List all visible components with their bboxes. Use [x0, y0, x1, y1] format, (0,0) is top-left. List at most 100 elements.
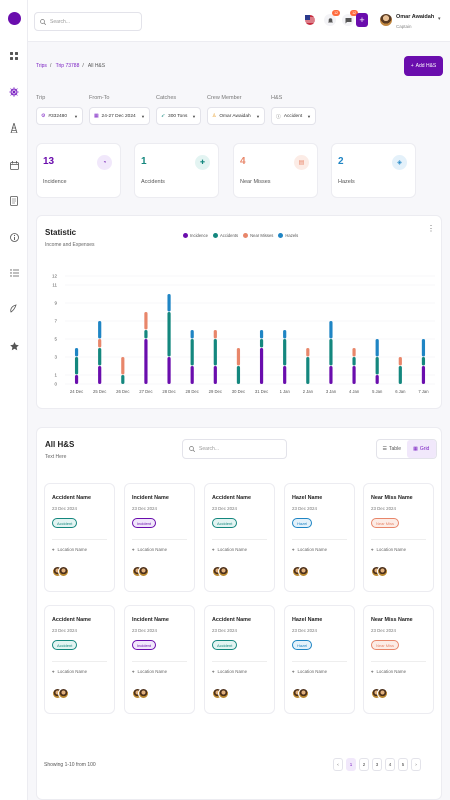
- search-input[interactable]: Search...: [34, 12, 142, 31]
- fish-nav-icon[interactable]: [6, 301, 22, 317]
- breadcrumb-trips[interactable]: Trips: [36, 63, 47, 69]
- location-name: Location Name: [297, 547, 328, 552]
- page-button[interactable]: 3: [372, 758, 382, 771]
- card-avatars[interactable]: [132, 688, 149, 705]
- list-title: All H&S: [45, 440, 75, 449]
- calendar-nav-icon[interactable]: [6, 157, 22, 173]
- plus-icon: +: [410, 63, 414, 69]
- filter-catches-select[interactable]: ➶ 300 Tons ▼: [156, 107, 201, 125]
- location-name: Location Name: [57, 547, 88, 552]
- hs-card[interactable]: Accident Name 23 Dec 2024 Accident ⌖ Locatio…: [204, 605, 275, 714]
- card-type-tag: Accident: [52, 518, 78, 528]
- card-avatars[interactable]: [212, 688, 229, 705]
- view-table-button[interactable]: ☰ Table: [377, 440, 407, 458]
- add-hs-button[interactable]: + Add H&S: [404, 56, 443, 76]
- card-type-tag: Incident: [132, 518, 157, 528]
- stat-card-accidents[interactable]: 1 Accidents ✚: [134, 143, 219, 198]
- tower-icon[interactable]: [6, 120, 22, 136]
- page-button[interactable]: 2: [359, 758, 369, 771]
- legend-near-misses[interactable]: Near Misses: [243, 233, 273, 238]
- hs-card[interactable]: Incident Name 23 Dec 2024 Incident ⌖ Locatio…: [124, 483, 195, 592]
- notification-badge: 12: [332, 10, 340, 16]
- filter-date-select[interactable]: ▦ 24-27 Dec 2024 ▼: [89, 107, 150, 125]
- hs-card[interactable]: Incident Name 23 Dec 2024 Incident ⌖ Locatio…: [124, 605, 195, 714]
- bar-segment: [329, 339, 333, 366]
- legend-hazels[interactable]: Hazels: [278, 233, 298, 238]
- bar-segment: [144, 330, 148, 339]
- hs-card[interactable]: Near Miss Name 23 Dec 2024 Near Miss ⌖ Locat…: [363, 605, 434, 714]
- card-avatars[interactable]: [52, 688, 69, 705]
- dashboard-icon[interactable]: [6, 48, 22, 64]
- filter-hs-value: Accident: [283, 113, 303, 119]
- page-button[interactable]: 1: [346, 758, 356, 771]
- card-location: ⌖ Location Name: [292, 547, 327, 552]
- card-avatars[interactable]: [292, 566, 309, 583]
- ship-wheel-icon[interactable]: [4, 82, 24, 102]
- crew-avatar: [298, 688, 309, 699]
- hs-card[interactable]: Near Miss Name 23 Dec 2024 Near Miss ⌖ Locat…: [363, 483, 434, 592]
- stat-card-incidence[interactable]: 13 Incidence ◔: [36, 143, 121, 198]
- bar-segment: [213, 339, 217, 366]
- filter-label-trip: Trip: [36, 95, 46, 101]
- card-divider: [292, 539, 347, 540]
- card-avatars[interactable]: [212, 566, 229, 583]
- bar-segment: [213, 330, 217, 339]
- card-type-tag: Near Miss: [371, 640, 400, 650]
- location-pin-icon: ⌖: [292, 669, 295, 674]
- quick-add-button[interactable]: +: [356, 13, 368, 27]
- page-button[interactable]: 4: [385, 758, 395, 771]
- more-options-icon[interactable]: ⋮: [427, 224, 435, 233]
- hs-card[interactable]: Accident Name 23 Dec 2024 Accident ⌖ Locatio…: [44, 605, 115, 714]
- stat-card-hazels[interactable]: 2 Hazels ◈: [331, 143, 416, 198]
- list-icon[interactable]: [6, 265, 22, 281]
- card-avatars[interactable]: [52, 566, 69, 583]
- x-tick-label: 30 Dec: [232, 389, 245, 394]
- hs-card[interactable]: Hazel Name 23 Dec 2024 Hazel ⌖ Location Name: [284, 605, 355, 714]
- list-subtitle: Text Here: [45, 454, 67, 460]
- page-button[interactable]: 5: [398, 758, 408, 771]
- legend-incidence[interactable]: Incidence: [183, 233, 208, 238]
- app-logo[interactable]: [8, 12, 21, 25]
- hs-card[interactable]: Hazel Name 23 Dec 2024 Hazel ⌖ Location Name: [284, 483, 355, 592]
- flag-icon[interactable]: [304, 14, 316, 26]
- card-avatars[interactable]: [371, 566, 388, 583]
- card-title: Near Miss Name: [371, 617, 413, 623]
- legend-accidents[interactable]: Accidents: [212, 233, 238, 238]
- pagination-summary: Showing 1-10 from 100: [44, 762, 96, 768]
- stat-card-near-misses[interactable]: 4 Near Misses ▤: [233, 143, 318, 198]
- user-menu-chevron-icon[interactable]: ▾: [438, 16, 441, 22]
- view-grid-button[interactable]: ▦ Grid: [406, 440, 436, 458]
- notification-icon[interactable]: 12: [324, 10, 340, 26]
- filter-date-value: 24-27 Dec 2024: [101, 113, 136, 119]
- prev-page-icon[interactable]: ‹: [333, 758, 343, 771]
- user-avatar[interactable]: [380, 14, 392, 26]
- x-tick-label: 31 Dec: [255, 389, 268, 394]
- hs-card[interactable]: Accident Name 23 Dec 2024 Accident ⌖ Locatio…: [204, 483, 275, 592]
- bar-segment: [144, 339, 148, 384]
- location-pin-icon: ⌖: [212, 547, 215, 552]
- breadcrumb-trip[interactable]: Trip 73788: [55, 63, 80, 69]
- incidence-icon: ◔: [97, 155, 112, 170]
- filter-crew-value: Omar Awaidah: [219, 113, 251, 119]
- list-search-input[interactable]: Search...: [182, 439, 287, 459]
- message-icon[interactable]: 12: [342, 10, 358, 26]
- hs-card[interactable]: Accident Name 23 Dec 2024 Accident ⌖ Locatio…: [44, 483, 115, 592]
- card-divider: [212, 539, 267, 540]
- sidebar: [0, 0, 28, 800]
- location-name: Location Name: [376, 669, 407, 674]
- document-icon[interactable]: [6, 193, 22, 209]
- card-avatars[interactable]: [292, 688, 309, 705]
- info-nav-icon[interactable]: [6, 229, 22, 245]
- location-pin-icon: ⌖: [371, 669, 374, 674]
- card-avatars[interactable]: [371, 688, 388, 705]
- x-tick-label: 24 Dec: [70, 389, 83, 394]
- badge-icon[interactable]: [6, 338, 22, 354]
- bar-segment: [74, 348, 79, 357]
- card-avatars[interactable]: [132, 566, 149, 583]
- crew-avatar: [377, 566, 388, 577]
- filter-crew-select[interactable]: ♙ Omar Awaidah ▼: [207, 107, 265, 125]
- filter-trip-select[interactable]: ⚙ #332480 ▼: [36, 107, 83, 125]
- next-page-icon[interactable]: ›: [411, 758, 421, 771]
- filter-hs-select[interactable]: ⓘ Accident ▼: [271, 107, 316, 125]
- bar-segment: [259, 339, 264, 348]
